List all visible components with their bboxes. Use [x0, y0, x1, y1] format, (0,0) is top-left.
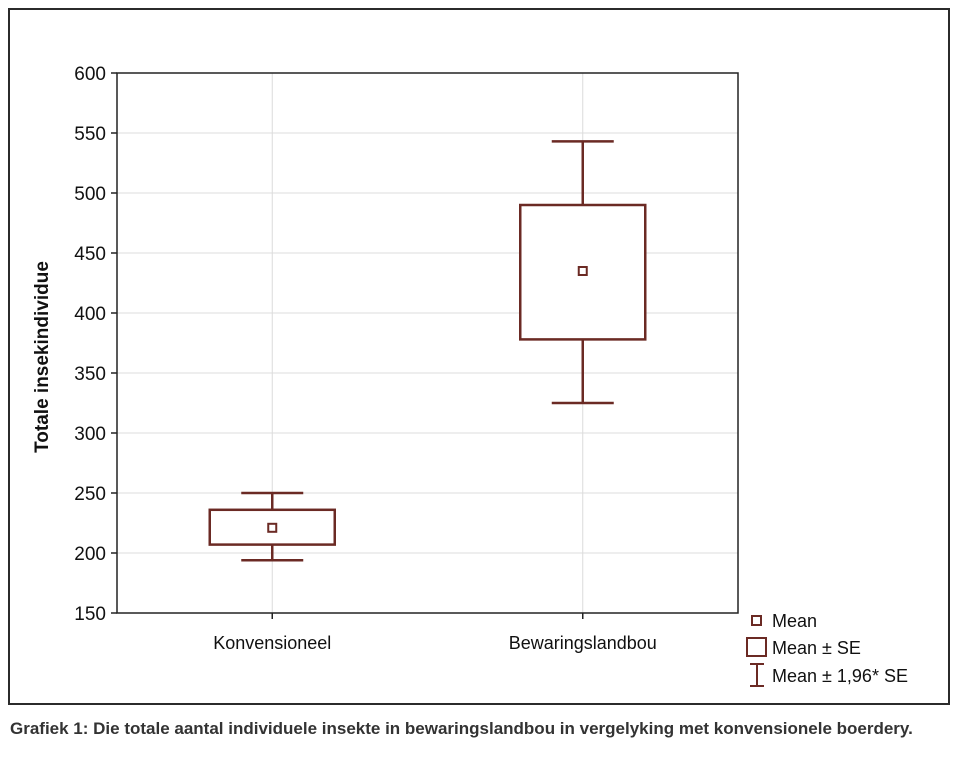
se-box-1	[519, 203, 647, 341]
y-axis: 150 200 250 300 350 400 450 500 550 600	[74, 64, 117, 625]
legend-ci-marker	[750, 663, 764, 687]
mean-marker-1	[577, 266, 588, 276]
x-axis: Konvensioneel Bewaringslandbou	[213, 613, 657, 653]
y-tick-label-9: 600	[74, 64, 106, 85]
y-tick-label-7: 500	[74, 184, 106, 205]
y-tick-label-2: 250	[74, 484, 106, 505]
plot-area	[116, 72, 739, 614]
y-axis-label: Totale insekindividue	[32, 261, 53, 453]
y-tick-label-0: 150	[74, 604, 106, 625]
y-tick-label-4: 350	[74, 364, 106, 385]
x-tick-label-0: Konvensioneel	[213, 633, 331, 653]
y-tick-label-6: 450	[74, 244, 106, 265]
y-tick-label-3: 300	[74, 424, 106, 445]
x-tick-label-1: Bewaringslandbou	[509, 633, 657, 653]
legend-se-marker	[746, 637, 767, 657]
mean-marker-0	[267, 522, 278, 533]
legend-mean-marker	[751, 615, 762, 626]
boxes	[208, 140, 647, 562]
box-1	[519, 140, 647, 405]
figure-frame	[8, 8, 950, 705]
legend: Mean Mean ± SE Mean ± 1,96* SE	[746, 611, 908, 687]
se-box-0	[208, 508, 336, 546]
legend-ci-label: Mean ± 1,96* SE	[772, 666, 908, 686]
y-tick-label-8: 550	[74, 124, 106, 145]
y-tick-label-1: 200	[74, 544, 106, 565]
plot-border	[116, 72, 739, 614]
y-tick-label-5: 400	[74, 304, 106, 325]
box-0	[208, 491, 336, 562]
legend-mean-label: Mean	[772, 611, 817, 631]
figure-caption: Grafiek 1: Die totale aantal individuele…	[10, 719, 913, 738]
legend-se-label: Mean ± SE	[772, 638, 861, 658]
